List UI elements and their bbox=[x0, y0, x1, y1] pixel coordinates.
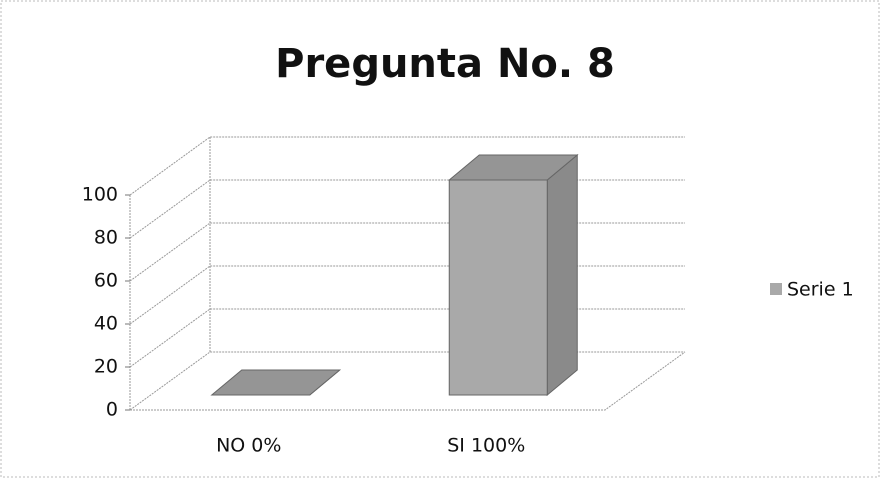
y-tick-label: 100 bbox=[82, 184, 118, 206]
y-tick-label: 40 bbox=[94, 313, 118, 335]
y-tick-label: 80 bbox=[94, 227, 118, 249]
legend-swatch bbox=[770, 283, 782, 295]
y-tick-label: 20 bbox=[94, 356, 118, 378]
axis-wall bbox=[130, 351, 686, 411]
legend-label: Serie 1 bbox=[787, 279, 854, 301]
y-tick-label: 0 bbox=[106, 399, 118, 421]
y-tick-label: 60 bbox=[94, 270, 118, 292]
bar-top bbox=[210, 369, 342, 396]
x-tick-label: NO 0% bbox=[216, 435, 281, 457]
chart-title: Pregunta No. 8 bbox=[275, 41, 615, 87]
bar bbox=[448, 179, 548, 396]
x-tick-label: SI 100% bbox=[447, 435, 525, 457]
grid-line bbox=[129, 136, 685, 196]
bar-side bbox=[546, 153, 578, 397]
